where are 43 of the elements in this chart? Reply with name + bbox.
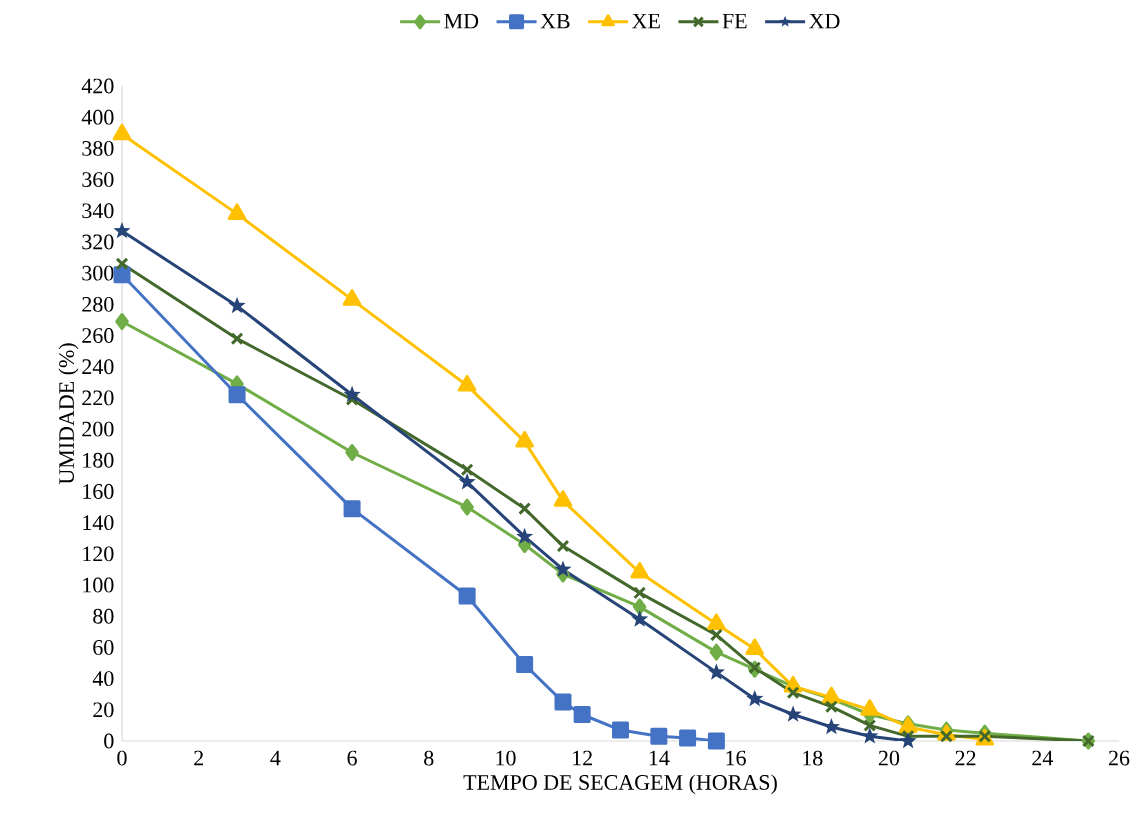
y-tick-label: 180 bbox=[83, 452, 114, 468]
x-tick-label: 0 bbox=[117, 750, 127, 766]
legend-label: XE bbox=[632, 13, 660, 29]
legend-label: FE bbox=[722, 13, 747, 29]
y-tick-label: 360 bbox=[82, 172, 114, 187]
y-tick-label: 240 bbox=[82, 359, 114, 375]
y-tick-label: 160 bbox=[83, 484, 114, 499]
y-tick-label: 220 bbox=[82, 390, 114, 406]
x-tick-label: 2 bbox=[194, 750, 203, 766]
y-tick-label: 100 bbox=[83, 577, 114, 593]
y-tick-label: 40 bbox=[92, 671, 114, 687]
y-tick-label: 300 bbox=[82, 265, 114, 281]
y-tick-label: 20 bbox=[93, 702, 114, 718]
y-tick-label: 340 bbox=[82, 203, 114, 219]
y-tick-label: 420 bbox=[81, 78, 114, 94]
legend-label: XB bbox=[540, 13, 570, 29]
x-tick-label: 10 bbox=[496, 750, 516, 766]
x-tick-label: 8 bbox=[424, 750, 434, 766]
x-tick-label: 4 bbox=[270, 750, 281, 766]
x-tick-label: 26 bbox=[1108, 750, 1130, 766]
y-tick-label: 320 bbox=[82, 234, 114, 250]
y-tick-label: 280 bbox=[82, 296, 114, 312]
y-tick-label: 200 bbox=[82, 421, 114, 437]
x-tick-label: 6 bbox=[347, 750, 357, 766]
x-tick-label: 18 bbox=[803, 750, 823, 766]
y-tick-label: 0 bbox=[104, 733, 114, 749]
y-tick-label: 400 bbox=[81, 109, 114, 125]
x-axis-title: TEMPO DE SECAGEM (HORAS) bbox=[463, 774, 777, 795]
x-tick-label: 12 bbox=[573, 750, 592, 766]
y-tick-label: 260 bbox=[82, 328, 114, 343]
x-tick-label: 24 bbox=[1032, 750, 1053, 766]
x-tick-label: 22 bbox=[955, 750, 976, 766]
x-tick-label: 16 bbox=[726, 750, 746, 766]
legend-label: XD bbox=[809, 13, 840, 29]
x-tick-label: 14 bbox=[649, 750, 670, 766]
legend-label: MD bbox=[444, 13, 479, 29]
y-axis-title: UMIDADE (%) bbox=[58, 343, 79, 485]
y-tick-label: 140 bbox=[83, 515, 114, 531]
y-tick-label: 60 bbox=[93, 640, 114, 655]
y-tick-label: 80 bbox=[93, 608, 114, 624]
y-tick-label: 380 bbox=[82, 140, 114, 156]
y-tick-label: 120 bbox=[83, 546, 114, 562]
x-tick-label: 20 bbox=[878, 750, 900, 766]
